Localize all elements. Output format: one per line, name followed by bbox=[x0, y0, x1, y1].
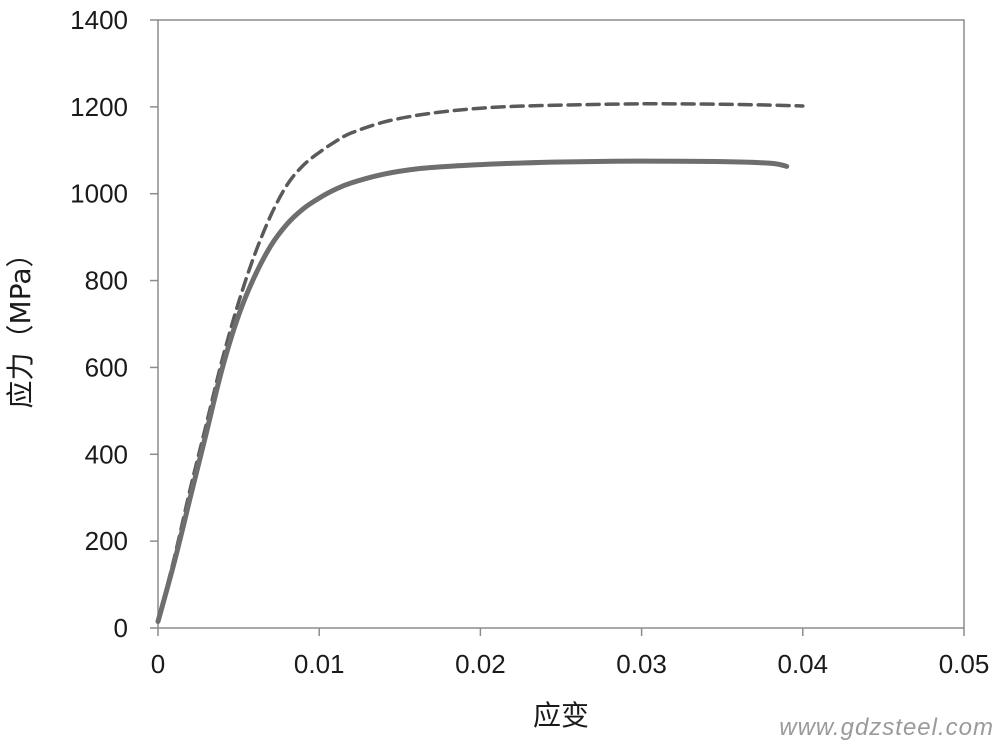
solid-series-line bbox=[155, 158, 790, 624]
y-tick-label: 800 bbox=[85, 266, 128, 296]
x-tick-label: 0.04 bbox=[777, 649, 828, 679]
dashed-series-line bbox=[156, 102, 805, 624]
x-tick-label: 0.05 bbox=[939, 649, 990, 679]
y-tick-label: 400 bbox=[85, 439, 128, 469]
watermark-text: www.gdzsteel.com bbox=[779, 714, 994, 741]
x-tick-label: 0.01 bbox=[294, 649, 345, 679]
x-tick-label: 0.03 bbox=[616, 649, 667, 679]
x-tick-label: 0 bbox=[151, 649, 165, 679]
y-tick-label: 1200 bbox=[70, 92, 128, 122]
x-tick-label: 0.02 bbox=[455, 649, 506, 679]
plot-frame bbox=[157, 19, 965, 629]
y-tick-label: 1000 bbox=[70, 179, 128, 209]
y-tick-label: 600 bbox=[85, 352, 128, 382]
y-tick-label: 200 bbox=[85, 526, 128, 556]
y-axis-title: 应力（MPa） bbox=[4, 240, 37, 409]
x-axis-title: 应变 bbox=[533, 699, 589, 732]
y-tick-label: 1400 bbox=[70, 5, 128, 35]
y-tick-label: 0 bbox=[114, 613, 128, 643]
x-axis-ticks: 0 0.01 0.02 0.03 0.04 0.05 bbox=[151, 628, 990, 679]
y-axis-ticks: 0 200 400 600 800 1000 1200 1400 bbox=[70, 5, 158, 643]
series-layer bbox=[155, 102, 805, 624]
